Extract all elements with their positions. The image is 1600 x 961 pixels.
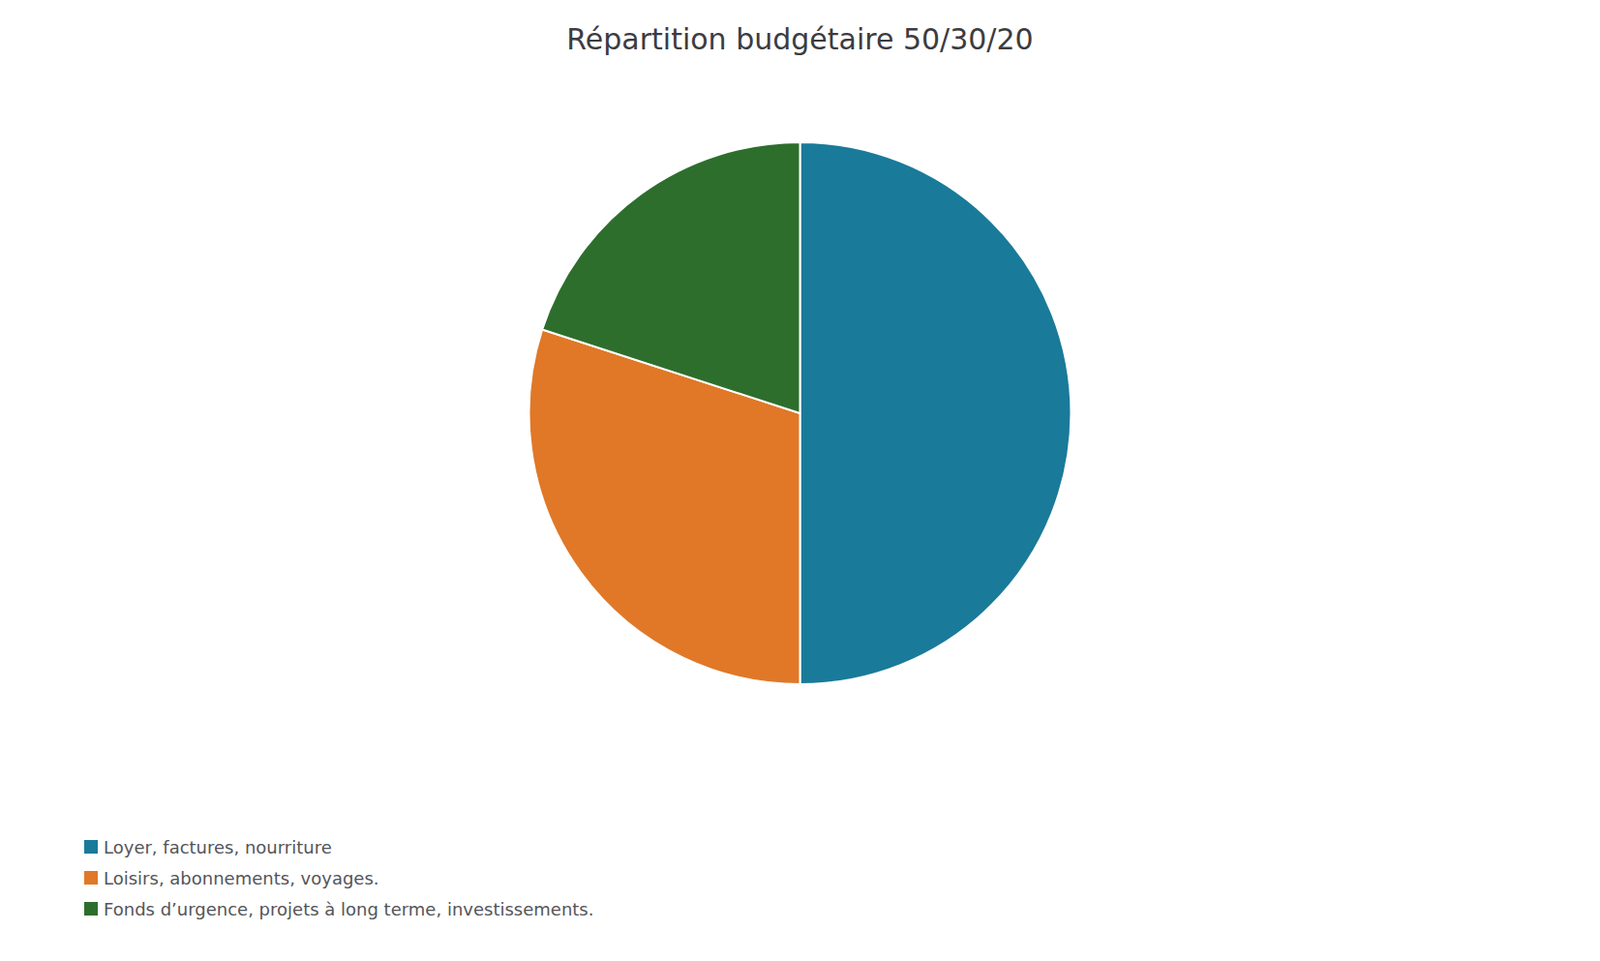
svg-text:Loyer, factures, nourriture: Loyer, factures, nourriture	[103, 837, 333, 858]
svg-text:Répartition budgétaire 50/30/2: Répartition budgétaire 50/30/20	[566, 22, 1033, 57]
svg-text:Loisirs, abonnements, voyages.: Loisirs, abonnements, voyages.	[103, 868, 380, 889]
svg-text:Fonds d’urgence, projets à lon: Fonds d’urgence, projets à long terme, i…	[103, 899, 594, 920]
